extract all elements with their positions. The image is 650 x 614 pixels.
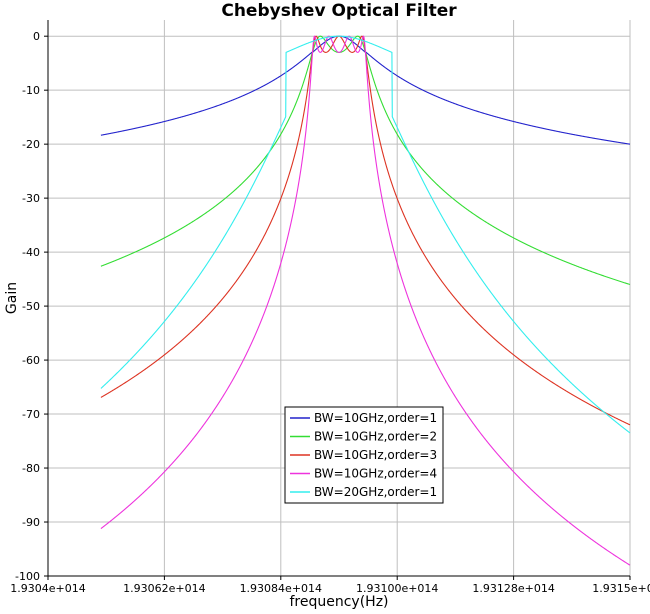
y-tick-label: -40: [22, 246, 40, 259]
chart-title: Chebyshev Optical Filter: [221, 1, 457, 21]
x-tick-label: 1.93128e+014: [472, 582, 554, 595]
x-tick-label: 1.93084e+014: [240, 582, 322, 595]
legend-box: [284, 406, 444, 504]
legend-entry: BW=10GHz,order=4: [314, 467, 437, 481]
x-tick-label: 1.93062e+014: [123, 582, 205, 595]
series-line: [100, 35, 631, 434]
y-axis-label: Gain: [4, 282, 20, 314]
x-tick-label: 1.9304e+014: [10, 582, 85, 595]
x-tick-label: 1.93100e+014: [356, 582, 438, 595]
x-tick-label: 1.9315e+014: [592, 582, 650, 595]
y-tick-label: -80: [22, 462, 40, 475]
legend-entry: BW=20GHz,order=1: [314, 485, 437, 499]
y-tick-label: 0: [33, 30, 40, 43]
x-axis-label: frequency(Hz): [289, 594, 388, 610]
series-group: [100, 35, 631, 566]
y-tick-label: -70: [22, 408, 40, 421]
legend-entry: BW=10GHz,order=1: [314, 411, 437, 425]
y-tick-label: -10: [22, 84, 40, 97]
legend-entry: BW=10GHz,order=3: [314, 448, 437, 462]
y-tick-label: -30: [22, 192, 40, 205]
y-tick-label: -100: [15, 570, 40, 583]
legend-entry: BW=10GHz,order=2: [314, 430, 437, 444]
y-tick-label: -20: [22, 138, 40, 151]
series-line: [100, 35, 631, 566]
legend: BW=10GHz,order=1 BW=10GHz,order=2 BW=10GHz…: [284, 406, 444, 504]
axes: [47, 20, 630, 577]
y-ticks: 0 -10 -20 -30 -40 -50 -60 -70 -80 -90 -100: [15, 30, 48, 583]
y-tick-label: -60: [22, 354, 40, 367]
y-tick-label: -90: [22, 516, 40, 529]
x-ticks: 1.9304e+014 1.93062e+014 1.93084e+014 1.931…: [10, 576, 650, 595]
y-tick-label: -50: [22, 300, 40, 313]
